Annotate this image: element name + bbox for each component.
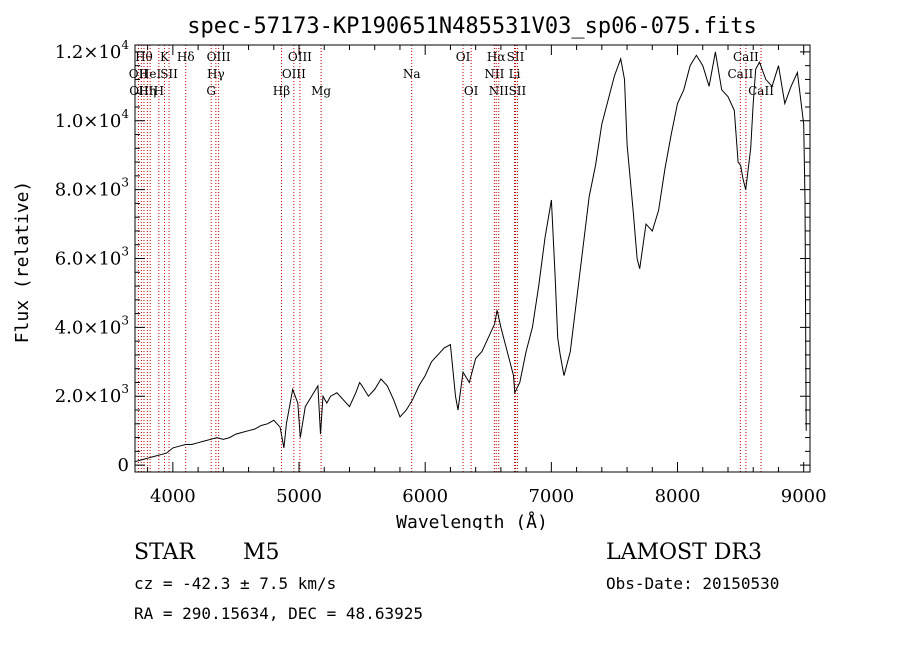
y-axis-label: Flux (relative) bbox=[12, 181, 33, 344]
line-label: OI bbox=[456, 50, 471, 64]
x-tick-label: 9000 bbox=[781, 486, 827, 507]
line-label: OII bbox=[129, 67, 149, 81]
line-label: Hβ bbox=[273, 84, 290, 98]
line-label: CaII bbox=[727, 67, 753, 81]
emission-line-markers: OIIOIIIHθHηHeIHKSIIHδGHγOIIIHβOIIIOIIIMg… bbox=[129, 45, 774, 472]
line-label: HeI bbox=[139, 67, 162, 81]
line-label: CaII bbox=[733, 50, 759, 64]
line-label: SII bbox=[507, 50, 525, 64]
line-label: G bbox=[206, 84, 216, 98]
line-label: Mg bbox=[311, 84, 331, 98]
line-label: OIII bbox=[207, 50, 231, 64]
coordinates: RA = 290.15634, DEC = 48.63925 bbox=[134, 604, 423, 623]
line-label: OIII bbox=[288, 50, 312, 64]
y-tick-label: 2.0×103 bbox=[55, 382, 129, 407]
line-label: K bbox=[160, 50, 170, 64]
object-subclass: M5 bbox=[243, 540, 280, 565]
x-tick-label: 7000 bbox=[528, 486, 574, 507]
line-label: SII bbox=[160, 67, 178, 81]
y-axis: 0 2.0×103 4.0×103 6.0×103 8.0×103 1.0×104 1.2×… bbox=[55, 38, 810, 476]
x-tick-label: 8000 bbox=[655, 486, 701, 507]
spectrum-chart: spec-57173-KP190651N485531V03_sp06-075.f… bbox=[12, 14, 827, 530]
x-tick-label: 6000 bbox=[402, 486, 448, 507]
x-tick-label: 5000 bbox=[276, 486, 322, 507]
line-label: Hδ bbox=[177, 50, 195, 64]
line-label: NII bbox=[484, 67, 504, 81]
y-tick-label: 4.0×103 bbox=[55, 313, 129, 338]
line-label: Hη bbox=[139, 84, 157, 98]
x-axis: 4000 5000 6000 7000 8000 9000 bbox=[147, 45, 827, 507]
observation-date: Obs-Date: 20150530 bbox=[606, 574, 780, 593]
chart-title: spec-57173-KP190651N485531V03_sp06-075.f… bbox=[187, 14, 757, 39]
line-label: OI bbox=[464, 84, 479, 98]
line-label: NII bbox=[489, 84, 509, 98]
y-tick-label: 0 bbox=[118, 455, 129, 476]
survey-name: LAMOST DR3 bbox=[606, 540, 762, 565]
line-label: H bbox=[154, 84, 164, 98]
line-label: Hθ bbox=[135, 50, 153, 64]
line-label: CaII bbox=[748, 84, 774, 98]
plot-frame bbox=[134, 44, 811, 473]
line-label: Hα bbox=[487, 50, 506, 64]
object-class: STAR bbox=[134, 540, 195, 565]
line-label: Hγ bbox=[207, 67, 225, 81]
redshift-cz: cz = -42.3 ± 7.5 km/s bbox=[134, 574, 337, 593]
line-label: Li bbox=[509, 67, 521, 81]
y-tick-label: 1.0×104 bbox=[55, 107, 130, 132]
line-label: OIII bbox=[282, 67, 306, 81]
y-tick-label: 6.0×103 bbox=[55, 245, 129, 270]
line-label: Na bbox=[403, 67, 421, 81]
x-axis-label: Wavelength (Å) bbox=[396, 511, 548, 530]
x-tick-label: 4000 bbox=[150, 486, 196, 507]
spectrum-line bbox=[134, 51, 807, 463]
y-tick-label: 1.2×104 bbox=[55, 38, 130, 63]
y-tick-label: 8.0×103 bbox=[55, 176, 129, 201]
line-label: SII bbox=[509, 84, 527, 98]
